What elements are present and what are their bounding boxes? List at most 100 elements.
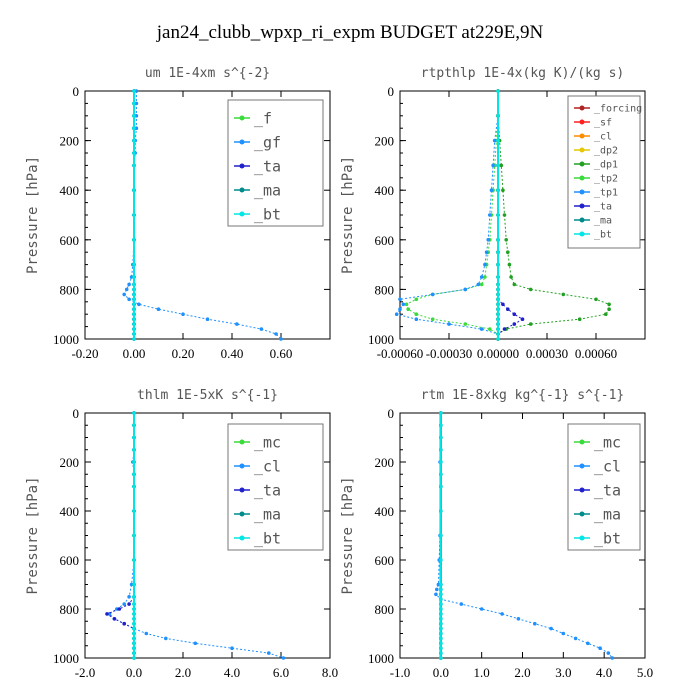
- panel-title: thlm 1E-5xK s^{-1}: [137, 388, 278, 403]
- y-tick-label: 200: [375, 134, 395, 149]
- data-point: [132, 287, 136, 292]
- data-point: [496, 262, 500, 267]
- x-tick-label: 0.40: [221, 346, 244, 361]
- y-tick-label: 0: [73, 84, 80, 99]
- data-point: [132, 114, 136, 118]
- data-point: [132, 617, 136, 621]
- y-tick-label: 400: [60, 504, 80, 519]
- data-point: [132, 262, 136, 267]
- data-point: [430, 292, 435, 297]
- data-point: [404, 302, 409, 307]
- legend-label: _ta: [594, 481, 621, 499]
- data-point: [127, 595, 131, 599]
- data-point: [500, 612, 504, 616]
- legend-label: _cl: [594, 457, 621, 475]
- x-tick-label: 2.0: [514, 665, 530, 680]
- x-tick-label: 4.0: [224, 665, 240, 680]
- y-tick-label: 800: [375, 282, 395, 297]
- data-point: [499, 163, 504, 168]
- data-point: [122, 292, 126, 297]
- legend-label: _bt: [594, 529, 621, 547]
- panel-2: rtpthlp 1E-4x(kg K)/(kg s) Pressure [hPa]…: [340, 66, 646, 361]
- data-point: [496, 275, 500, 279]
- legend-marker: [239, 187, 245, 193]
- legend-label: _forcing: [594, 104, 642, 115]
- legend-marker: [579, 175, 585, 181]
- data-point: [577, 317, 582, 322]
- data-point: [606, 651, 611, 655]
- panel-3: thlm 1E-5xK s^{-1} Pressure [hPa] 0 200 400 6…: [25, 388, 338, 680]
- data-point: [496, 307, 500, 312]
- y-axis-label: Pressure [hPa]: [340, 156, 356, 274]
- legend-label: _dp1: [594, 160, 618, 171]
- legend-marker: [239, 511, 245, 517]
- data-point: [122, 621, 126, 626]
- data-point: [496, 312, 500, 317]
- data-point: [132, 582, 136, 587]
- series-line: [435, 413, 613, 659]
- x-tick-label: 6.0: [273, 665, 289, 680]
- data-point: [573, 636, 578, 641]
- x-tick-label: 0.20: [172, 346, 195, 361]
- data-point: [496, 213, 500, 217]
- data-point: [132, 332, 136, 336]
- data-point: [491, 163, 495, 168]
- legend-label: _tp1: [594, 188, 618, 199]
- data-point: [132, 448, 136, 452]
- data-point: [439, 626, 443, 631]
- data-point: [479, 275, 484, 279]
- legend-label: _bt: [254, 205, 281, 223]
- data-point: [137, 302, 141, 307]
- data-point: [132, 322, 136, 326]
- data-point: [406, 307, 411, 312]
- data-point: [132, 188, 136, 192]
- data-point: [496, 163, 500, 168]
- data-point: [259, 327, 264, 331]
- y-tick-label: 1000: [368, 651, 394, 666]
- legend-label: _bt: [594, 230, 612, 241]
- data-point: [610, 656, 615, 660]
- y-tick-label: 600: [60, 553, 80, 568]
- x-tick-label: 0.0: [126, 665, 142, 680]
- data-point: [604, 312, 608, 317]
- legend-marker: [239, 535, 245, 541]
- data-point: [439, 597, 443, 601]
- data-point: [132, 558, 136, 562]
- data-point: [414, 297, 419, 302]
- data-point: [105, 612, 109, 616]
- legend: _mc _cl _ta _ma _bt: [227, 423, 324, 551]
- series-tp1: [394, 89, 500, 341]
- y-tick-label: 400: [375, 504, 395, 519]
- data-point: [132, 275, 136, 279]
- data-point: [504, 238, 509, 242]
- data-point: [132, 317, 136, 322]
- legend-marker: [579, 511, 585, 517]
- series-bt: [132, 411, 136, 660]
- data-point: [132, 641, 136, 646]
- data-point: [598, 646, 602, 650]
- data-point: [132, 595, 136, 599]
- data-point: [279, 337, 283, 341]
- data-point: [132, 651, 136, 655]
- data-point: [439, 509, 443, 513]
- data-point: [484, 250, 489, 254]
- series-ta: [496, 89, 525, 341]
- data-point: [607, 307, 611, 312]
- data-point: [561, 631, 566, 636]
- y-tick-label: 0: [388, 406, 395, 421]
- legend-label: _gf: [254, 133, 281, 151]
- legend-marker: [579, 231, 585, 237]
- data-point: [520, 317, 525, 322]
- data-point: [132, 138, 136, 143]
- legend-label: _f: [254, 109, 272, 127]
- x-tick-label: 4.0: [596, 665, 612, 680]
- y-tick-label: 800: [60, 602, 80, 617]
- data-point: [132, 533, 136, 538]
- data-point: [132, 151, 136, 155]
- x-tick-label: 0.00: [123, 346, 146, 361]
- data-point: [459, 602, 464, 606]
- y-tick-label: 1000: [53, 651, 79, 666]
- series-tp2: [404, 89, 500, 341]
- data-point: [439, 592, 443, 597]
